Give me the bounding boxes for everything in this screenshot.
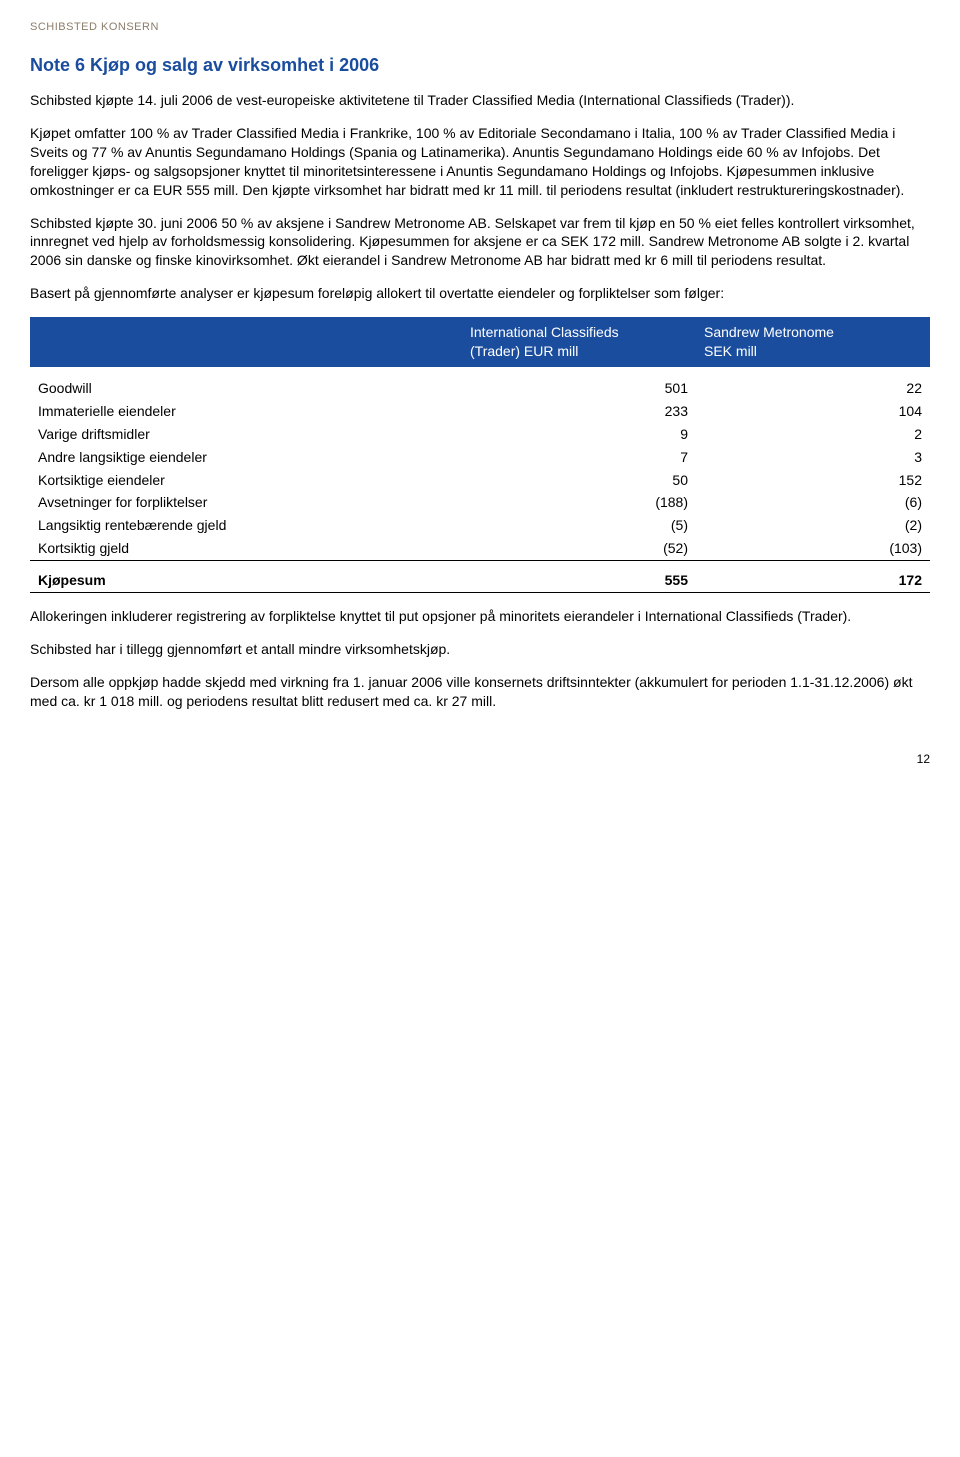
table-header-col3: Sandrew Metronome SEK mill <box>696 317 930 367</box>
paragraph-2: Kjøpet omfatter 100 % av Trader Classifi… <box>30 124 930 200</box>
paragraph-1: Schibsted kjøpte 14. juli 2006 de vest-e… <box>30 91 930 110</box>
paragraph-4: Basert på gjennomførte analyser er kjøpe… <box>30 284 930 303</box>
row-label: Goodwill <box>30 377 462 400</box>
row-value: 3 <box>696 446 930 469</box>
row-value: (5) <box>462 514 696 537</box>
row-label: Langsiktig rentebærende gjeld <box>30 514 462 537</box>
table-row: Goodwill 501 22 <box>30 377 930 400</box>
total-value: 555 <box>462 569 696 592</box>
total-value: 172 <box>696 569 930 592</box>
table-row: Varige driftsmidler 9 2 <box>30 423 930 446</box>
row-value: 2 <box>696 423 930 446</box>
table-row: Kortsiktig gjeld (52) (103) <box>30 537 930 560</box>
row-value: (188) <box>462 491 696 514</box>
row-value: (52) <box>462 537 696 560</box>
row-label: Avsetninger for forpliktelser <box>30 491 462 514</box>
row-value: 501 <box>462 377 696 400</box>
table-row: Andre langsiktige eiendeler 7 3 <box>30 446 930 469</box>
table-row: Immaterielle eiendeler 233 104 <box>30 400 930 423</box>
row-label: Kortsiktig gjeld <box>30 537 462 560</box>
note-title: Note 6 Kjøp og salg av virksomhet i 2006 <box>30 53 930 77</box>
total-label: Kjøpesum <box>30 569 462 592</box>
row-value: 7 <box>462 446 696 469</box>
table-header-blank <box>30 317 462 367</box>
paragraph-3: Schibsted kjøpte 30. juni 2006 50 % av a… <box>30 214 930 271</box>
document-header: SCHIBSTED KONSERN <box>30 20 930 35</box>
table-header-col2: International Classifieds (Trader) EUR m… <box>462 317 696 367</box>
row-value: 22 <box>696 377 930 400</box>
page-number: 12 <box>30 751 930 767</box>
row-value: 104 <box>696 400 930 423</box>
row-value: (2) <box>696 514 930 537</box>
table-body: Goodwill 501 22 Immaterielle eiendeler 2… <box>30 367 930 593</box>
row-value: 9 <box>462 423 696 446</box>
table-total-row: Kjøpesum 555 172 <box>30 569 930 592</box>
row-label: Varige driftsmidler <box>30 423 462 446</box>
row-value: (6) <box>696 491 930 514</box>
row-label: Andre langsiktige eiendeler <box>30 446 462 469</box>
table-header-row: International Classifieds (Trader) EUR m… <box>30 317 930 367</box>
row-value: 233 <box>462 400 696 423</box>
allocation-table: International Classifieds (Trader) EUR m… <box>30 317 930 593</box>
paragraph-7: Dersom alle oppkjøp hadde skjedd med vir… <box>30 673 930 711</box>
paragraph-6: Schibsted har i tillegg gjennomført et a… <box>30 640 930 659</box>
row-value: 50 <box>462 469 696 492</box>
row-value: 152 <box>696 469 930 492</box>
table-row: Avsetninger for forpliktelser (188) (6) <box>30 491 930 514</box>
row-label: Kortsiktige eiendeler <box>30 469 462 492</box>
row-value: (103) <box>696 537 930 560</box>
row-label: Immaterielle eiendeler <box>30 400 462 423</box>
table-row: Kortsiktige eiendeler 50 152 <box>30 469 930 492</box>
paragraph-5: Allokeringen inkluderer registrering av … <box>30 607 930 626</box>
table-row: Langsiktig rentebærende gjeld (5) (2) <box>30 514 930 537</box>
